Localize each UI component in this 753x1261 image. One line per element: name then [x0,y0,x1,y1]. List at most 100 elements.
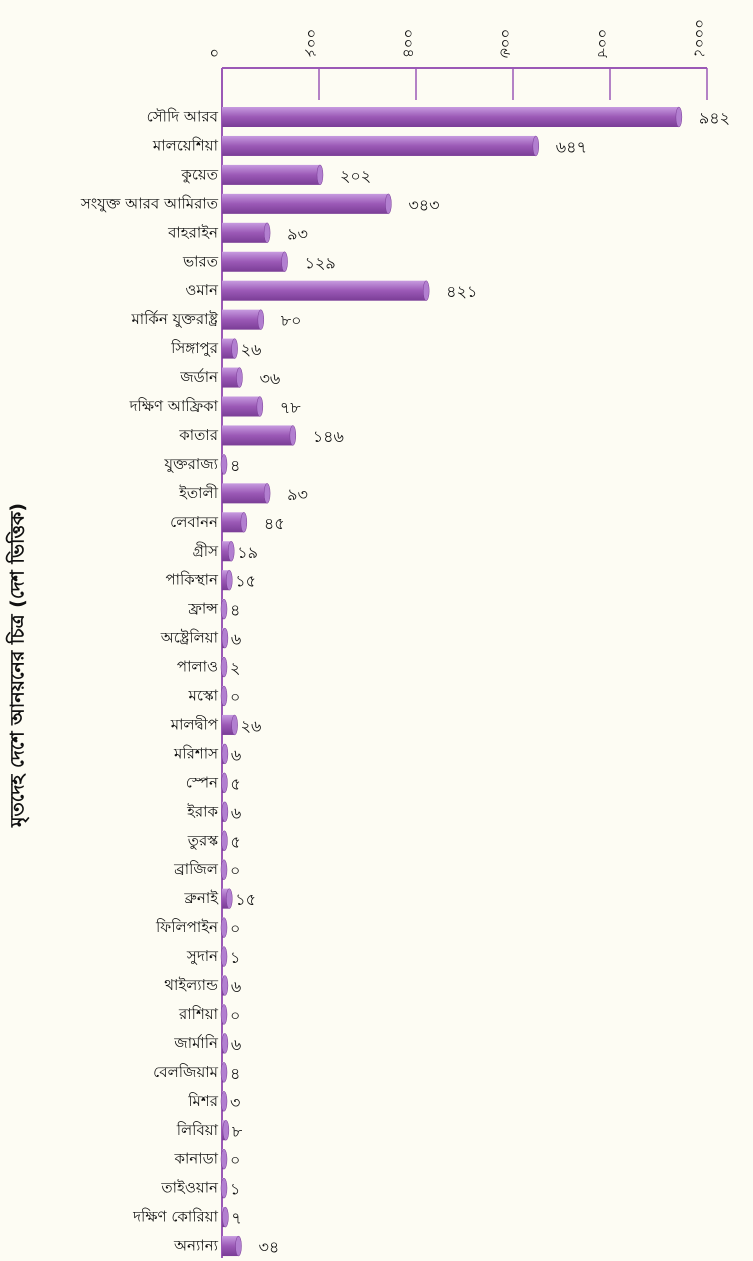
value-label: ৫ [230,832,240,851]
bar-cap [221,627,229,649]
y-tick-label: তুরস্ক [187,831,219,849]
y-tick-label: কাতার [178,426,218,444]
bar-cap [236,367,243,388]
value-label: ০ [230,688,240,707]
value-label: ৩ [230,1093,240,1112]
value-label: ২৬ [241,716,262,735]
x-tick-label: ১০০০ [691,19,709,58]
y-tick-label: ওমান [185,281,219,299]
bar [222,164,320,185]
y-tick-label: ব্রুনাই [183,889,219,907]
bar-cap [226,888,233,909]
y-tick-label: দক্ষিণ কোরিয়া [132,1208,218,1226]
y-tick-label: গ্রীস [193,542,220,560]
value-label: ৪ [230,1064,240,1083]
bar-cap [220,656,228,678]
bar [222,512,244,533]
y-tick-label: পাকিস্থান [165,571,219,589]
x-tick-label: ০ [206,48,224,58]
bar-cap [231,714,238,736]
y-tick-label: স্পেন [186,773,219,791]
bar-cap [221,801,229,823]
value-label: ৬ [231,745,241,764]
value-label: ৪২১ [446,282,477,301]
bar [222,309,261,330]
bar-cap [422,280,430,301]
bar [222,541,232,562]
y-axis-label: মৃতদেহ দেশে আনয়নের চিত্র (দেশ ভিত্তিক) [6,503,30,828]
bar-cap [221,830,228,851]
bar-cap [220,1148,228,1170]
bar [222,888,230,909]
y-tick-label: তাইওয়ান [160,1179,219,1197]
value-label: ১ [230,1180,240,1199]
x-tick-label: ২০০ [303,29,321,58]
bar-cap [385,193,392,215]
bar-cap [221,1033,229,1054]
value-label: ৯৩ [287,224,308,243]
bar-cap [256,396,264,417]
y-tick-label: বেলজিয়াম [153,1063,219,1081]
y-tick-label: সংযুক্ত আরব আমিরাত [80,194,219,212]
value-label: ২০২ [340,166,371,185]
y-tick-label: দক্ষিণ আফ্রিকা [129,397,219,415]
bar-cap [222,1206,229,1228]
y-tick-label: ভারত [182,252,219,270]
y-tick-label: কানাডা [173,1150,218,1168]
bar-cap [257,309,265,330]
bar-cap [220,859,228,880]
bar-cap [316,164,324,186]
bar-cap [220,1091,228,1112]
bar-cap [221,743,229,765]
x-tick-label: ৪০০ [400,29,418,58]
value-label: ৬ [231,1035,241,1054]
y-tick-label: মালদ্বীপ [170,715,219,733]
bar [222,483,268,504]
y-tick-label: জর্ডান [179,368,219,386]
y-tick-label: মার্কিন যুক্তরাষ্ট্র [130,310,218,328]
bar-cap [289,425,297,446]
bar-cap [281,251,288,272]
y-tick-label: পালাও [177,658,218,676]
y-tick-label: কুয়েত [180,165,218,183]
y-tick-label: রাশিয়া [178,1005,219,1023]
bar-cap [240,512,248,533]
y-tick-label: মস্কো [187,687,218,705]
bar-cap [263,483,271,504]
bar-cap [220,946,228,967]
y-tick-label: ব্রাজিল [173,860,219,878]
bar-cap [226,569,233,591]
bar-cap [221,772,228,794]
value-label: ৬ [231,630,241,649]
bar [222,570,230,591]
value-label: ৯৪২ [699,109,730,128]
bar-cap [222,1120,230,1141]
value-label: ০ [230,1006,240,1025]
value-label: ১৫ [235,890,256,909]
bar [222,193,389,214]
value-label: ৬ [231,803,241,822]
value-label: ১৫ [235,572,256,591]
bar-cap [221,975,229,996]
bar [222,251,285,272]
bar [222,107,679,127]
bar-cap [231,338,238,359]
bar [222,222,268,243]
bar-cap [220,1004,228,1025]
bar-cap [220,1177,228,1199]
value-label: ০ [230,1151,240,1170]
bar [222,1236,239,1257]
bar-cap [235,1235,242,1257]
y-tick-label: যুক্তরাজ্য [163,455,218,473]
y-tick-label: ফ্রান্স [187,600,218,618]
y-tick-label: লেবানন [170,513,219,531]
bar [222,396,260,417]
value-label: ০ [230,919,240,938]
value-label: ৪ [230,456,240,475]
value-label: ২ [230,659,240,678]
value-label: ৪৫ [264,514,285,533]
y-tick-label: মিশর [187,1092,218,1110]
bar [222,338,235,359]
